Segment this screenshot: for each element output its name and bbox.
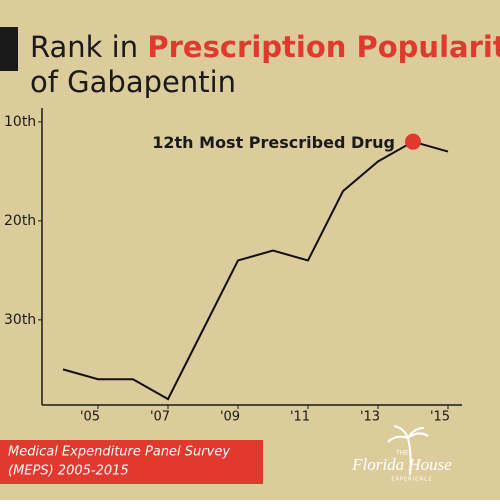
- source-text: (MEPS) 2005-2015: [8, 464, 129, 479]
- source-box: [0, 440, 263, 484]
- y-tick-label: 30th: [4, 312, 36, 328]
- y-tick-label: 20th: [4, 213, 36, 229]
- y-tick-label: 10th: [4, 114, 36, 130]
- x-tick-label: '15: [430, 410, 450, 425]
- x-tick-label: '13: [360, 410, 380, 425]
- x-tick-label: '05: [80, 410, 100, 425]
- chart-title-line2: of Gabapentin: [30, 65, 236, 99]
- logo: THE Florida House EXPERIENCE: [351, 425, 452, 483]
- title-part: Rank in: [30, 30, 147, 64]
- x-tick-label: '07: [150, 410, 170, 425]
- logo-bottom: EXPERIENCE: [391, 477, 432, 483]
- x-tick-label: '11: [290, 410, 310, 425]
- title-highlight: Prescription Popularity: [147, 30, 500, 64]
- highlight-point: [405, 133, 421, 150]
- x-tick-label: '09: [220, 410, 240, 425]
- annotation: 12th Most Prescribed Drug: [152, 133, 395, 152]
- chart-title: Rank in Prescription Popularity: [30, 30, 500, 64]
- logo-top: THE: [395, 450, 408, 457]
- logo-palm: [387, 425, 429, 476]
- title-bar: [0, 27, 18, 71]
- line: [62, 140, 449, 401]
- logo-main: Florida House: [351, 455, 452, 474]
- source-text: Medical Expenditure Panel Survey: [8, 445, 230, 460]
